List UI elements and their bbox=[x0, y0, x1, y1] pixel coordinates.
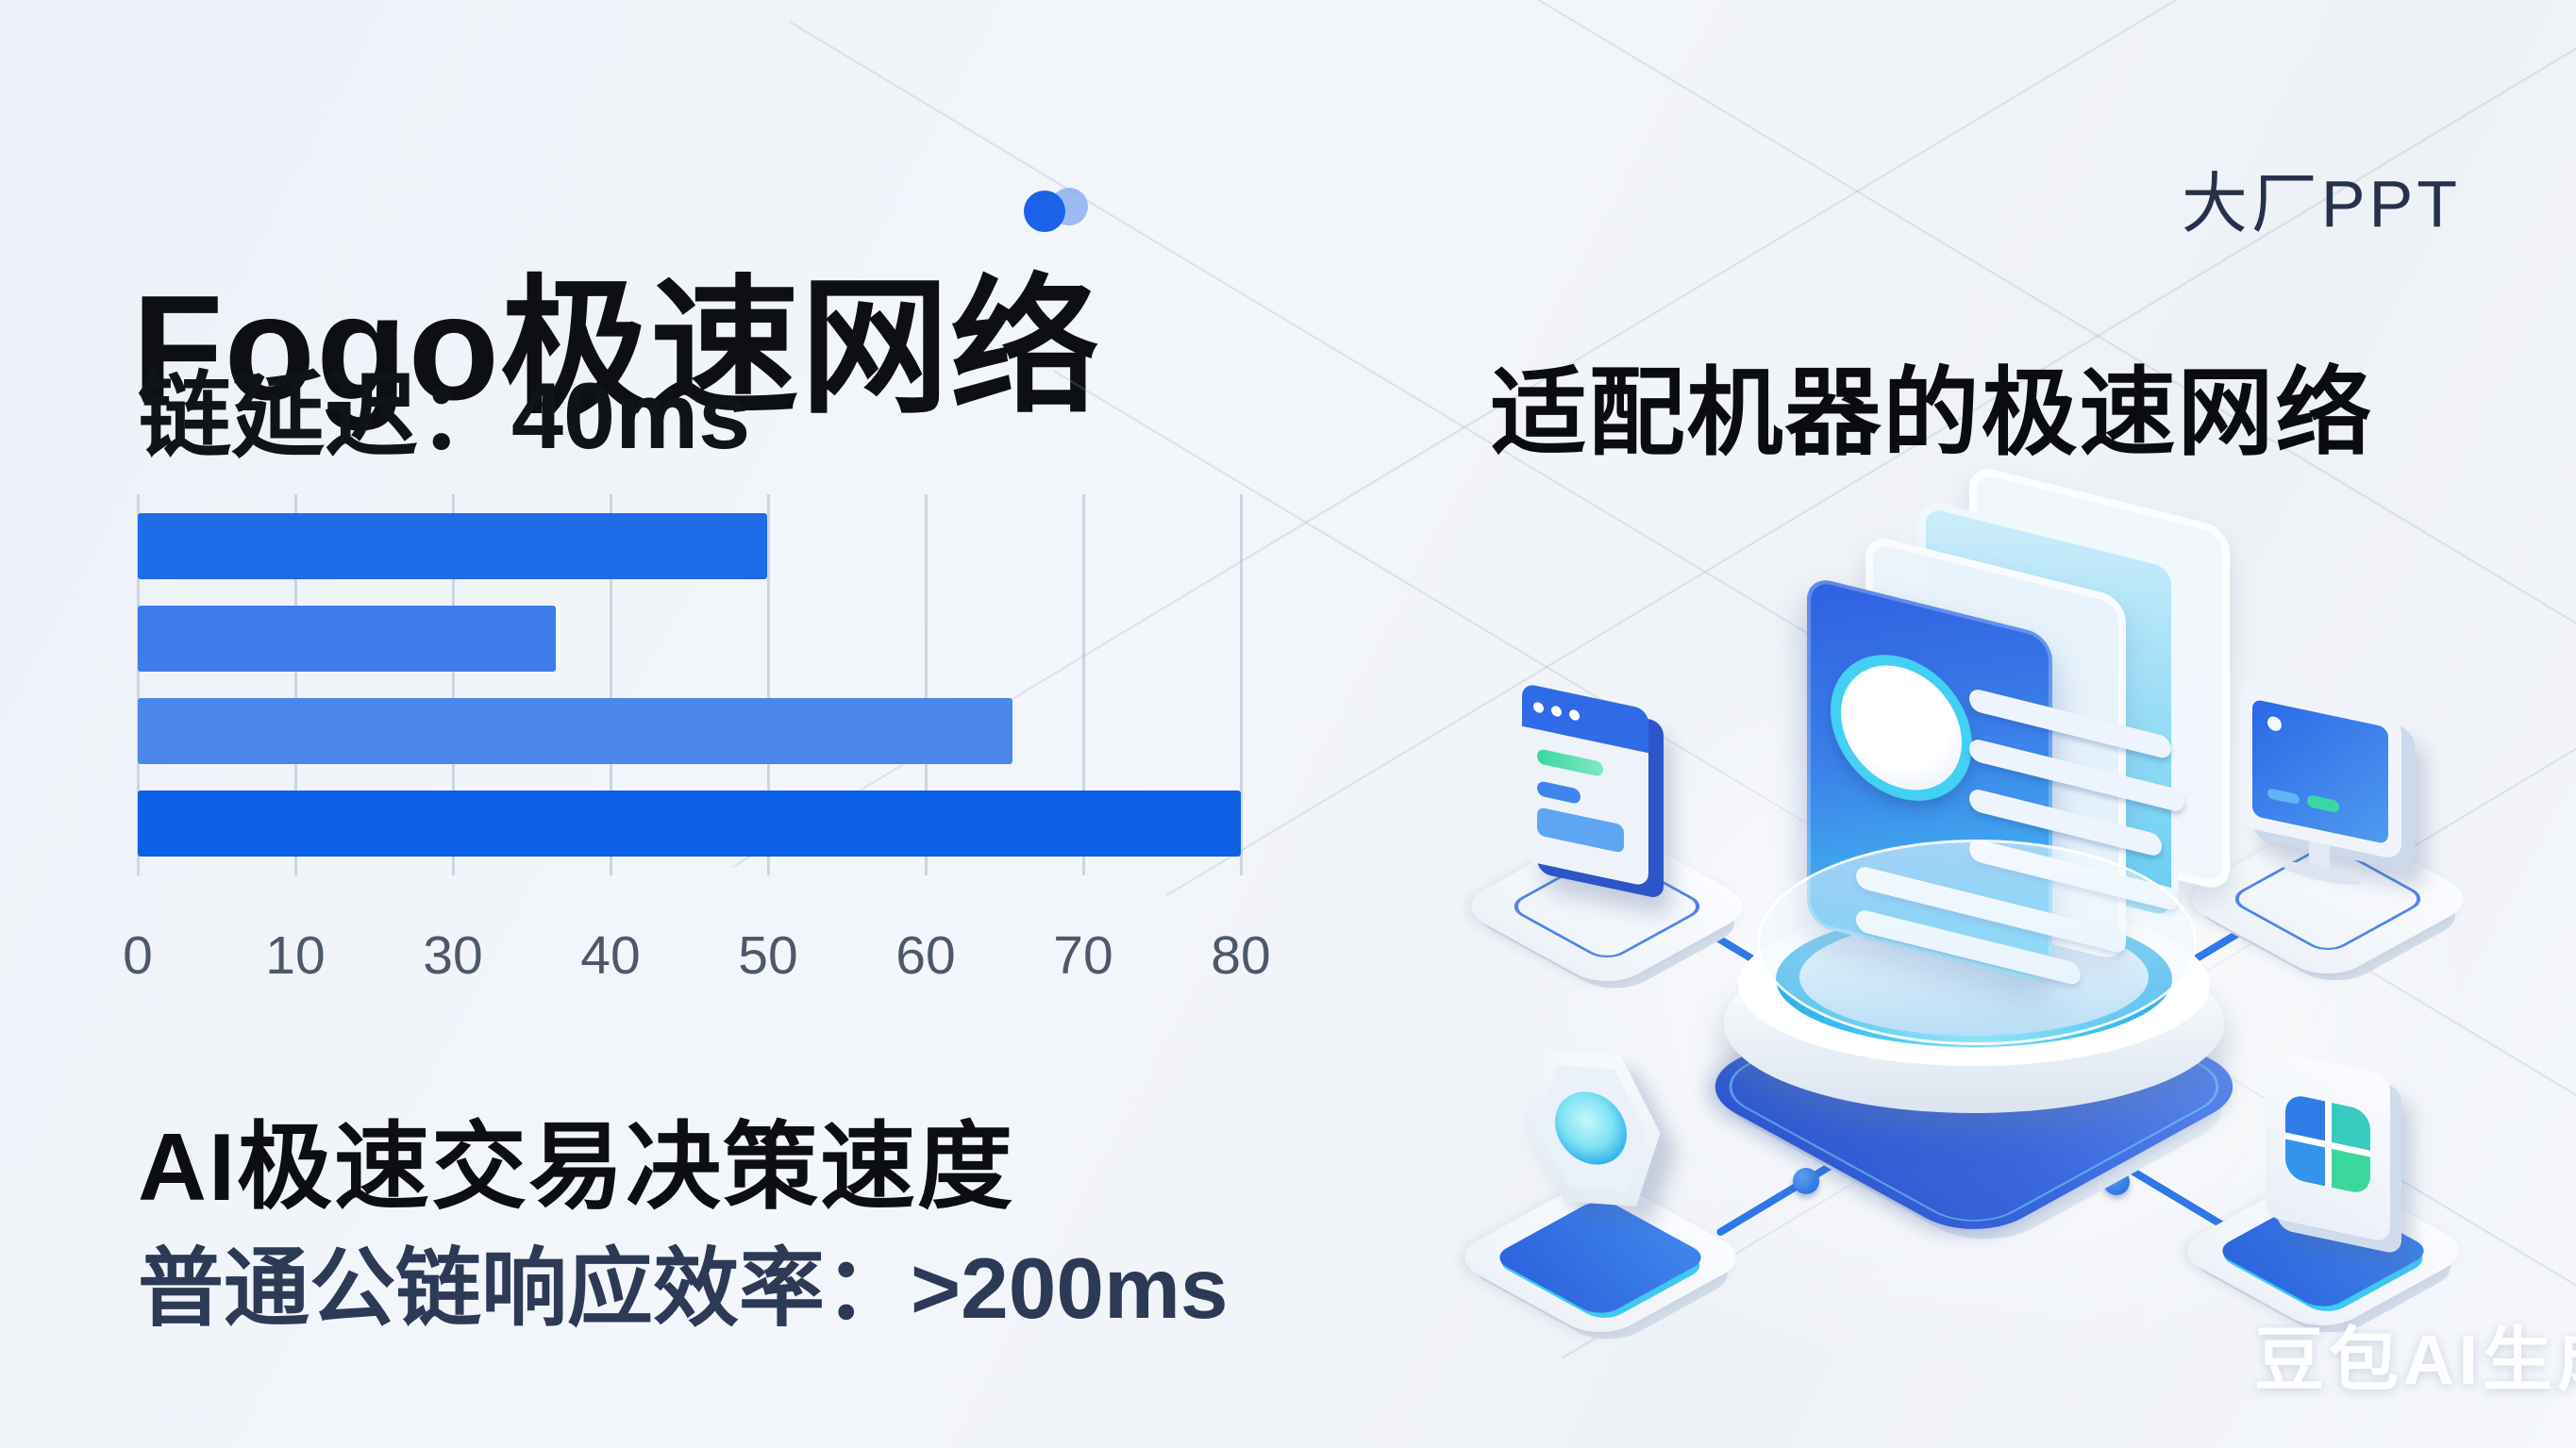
gridline bbox=[610, 494, 612, 875]
gridline bbox=[137, 494, 140, 875]
gridline bbox=[767, 494, 770, 875]
left-panel: Fogo极速网络 链延迟：40ms 0 10 30 40 50 60 70 80 AI极速交易… bbox=[123, 188, 1271, 1337]
browser-row-green bbox=[1537, 748, 1603, 778]
brand-label: 大厂PPT bbox=[2181, 167, 2461, 241]
window-grid-card-3d-icon bbox=[2266, 1048, 2390, 1244]
chart-x-axis: 0 10 30 40 50 60 70 80 bbox=[123, 924, 1271, 990]
x-tick-label: 0 bbox=[123, 925, 153, 986]
podium-glass-dome bbox=[1757, 840, 2197, 1045]
section-heading: AI极速交易决策速度 bbox=[138, 1115, 1015, 1221]
x-tick-label: 60 bbox=[895, 925, 956, 986]
chart-gridlines bbox=[137, 494, 1243, 875]
x-tick-label: 10 bbox=[265, 925, 326, 986]
browser-row-blue bbox=[1537, 780, 1581, 805]
right-heading: 适配机器的极速网络 bbox=[1490, 359, 2374, 467]
chart-bar bbox=[138, 513, 768, 579]
chart-bar bbox=[138, 791, 1241, 857]
chart-bar bbox=[138, 698, 1013, 764]
page-title: Fogo极速网络 bbox=[132, 264, 1101, 431]
chart-bar bbox=[138, 606, 557, 672]
section-subheading: 普通公链响应效率：>200ms bbox=[138, 1241, 1229, 1337]
chart-bars bbox=[138, 494, 1241, 875]
network-illustration bbox=[1288, 0, 2576, 1448]
x-tick-label: 70 bbox=[1053, 925, 1113, 986]
monitor-screen bbox=[2252, 698, 2388, 845]
browser-window-3d-icon bbox=[1522, 682, 1648, 888]
gridline bbox=[925, 494, 928, 875]
gridline bbox=[294, 494, 297, 875]
connector-dot-bottom-left bbox=[1793, 1168, 1819, 1194]
chart-title: 链延迟：40ms bbox=[138, 363, 751, 468]
x-tick-label: 80 bbox=[1211, 925, 1271, 986]
latency-bar-chart bbox=[137, 494, 1243, 875]
title-accent-dot-main bbox=[1024, 191, 1065, 232]
x-tick-label: 30 bbox=[423, 925, 483, 986]
monitor-dash-green bbox=[2307, 794, 2339, 814]
gridline bbox=[452, 494, 455, 875]
window-grid-logo bbox=[2285, 1092, 2370, 1196]
gridline bbox=[1082, 494, 1085, 875]
monitor-dot bbox=[2267, 715, 2282, 733]
x-tick-label: 50 bbox=[738, 925, 798, 986]
hex-lens-security-3d-icon bbox=[1511, 1042, 1672, 1213]
card-emblem-circle bbox=[1831, 639, 1972, 817]
right-panel: 大厂PPT 适配机器的极速网络 bbox=[731, 0, 2576, 1448]
watermark: 豆包AI生成 bbox=[2254, 1321, 2576, 1399]
x-tick-label: 40 bbox=[580, 925, 641, 986]
monitor-dash-blue bbox=[2267, 788, 2300, 806]
browser-row-block bbox=[1537, 807, 1624, 854]
gridline bbox=[1240, 494, 1243, 875]
browser-titlebar bbox=[1522, 682, 1648, 754]
